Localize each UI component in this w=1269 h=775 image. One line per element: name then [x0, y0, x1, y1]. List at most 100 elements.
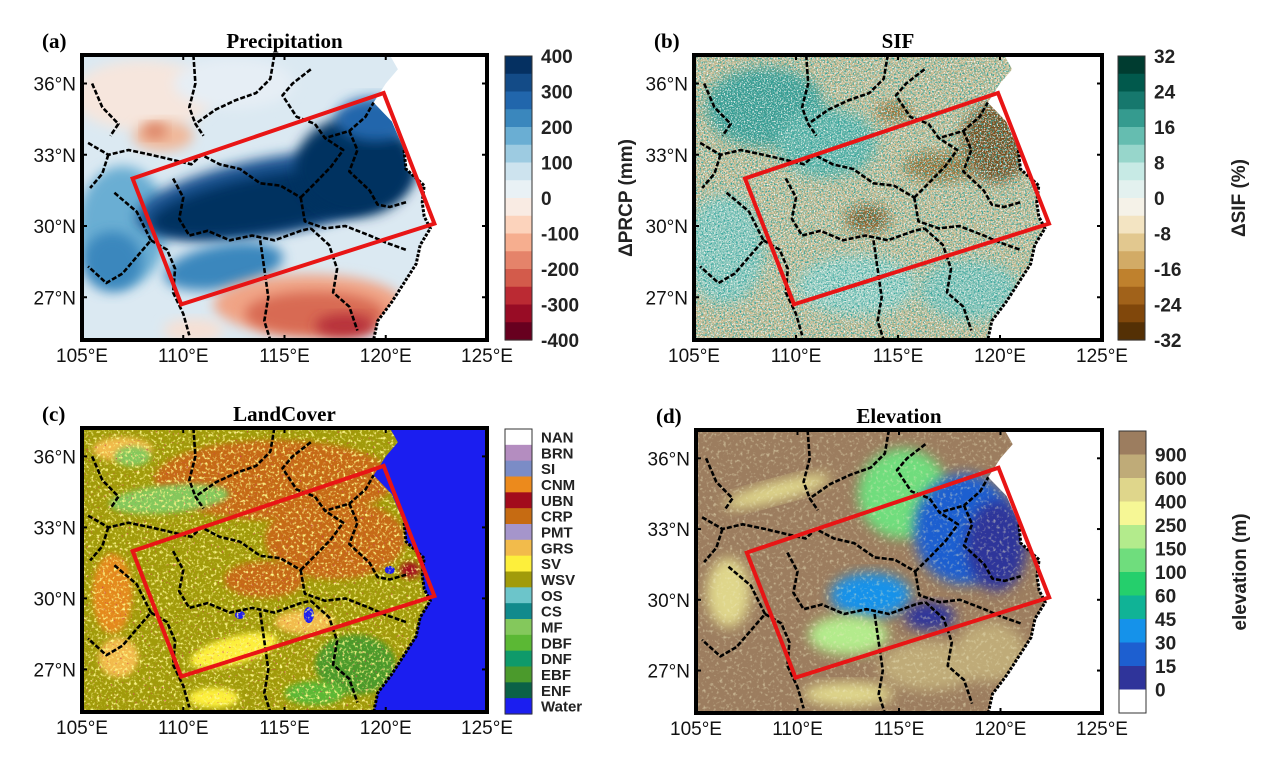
colorbar-segment [1119, 642, 1146, 667]
province-border [89, 154, 110, 189]
colorbar-category-label: SI [541, 461, 555, 478]
prcp-band-east [295, 116, 416, 217]
colorbar-category-label: WSV [541, 572, 575, 589]
panel-title: SIF [882, 29, 915, 53]
province-border [784, 177, 925, 242]
colorbar-segment [505, 460, 532, 478]
colorbar-segment [505, 127, 532, 146]
province-border [171, 177, 312, 242]
x-tick-label: 110°E [771, 346, 822, 367]
x-tick-label: 105°E [668, 346, 720, 367]
y-tick-label: 27°N [34, 660, 76, 681]
y-tick-label: 33°N [34, 518, 76, 539]
colorbar-segment [505, 251, 532, 270]
colorbar: 32 24 16 8 0 -8 -16 -24 -32 ΔSIF (%) [1117, 47, 1250, 352]
province-border [802, 430, 819, 511]
panel-d: (d) Elevation 105°E 110°E 115°E 120°E 125°E 27°… [648, 404, 1251, 740]
panel-b: (b) SIF 105°E 110°E 115°E 120°E 125°E 27°N 30°N 3… [646, 29, 1250, 367]
colorbar-segment [505, 666, 532, 683]
colorbar-tick-label: 300 [541, 83, 573, 104]
colorbar-category-label: ENF [541, 683, 571, 700]
prcp-south-wet [164, 242, 283, 291]
colorbar-tick-label: 900 [1155, 446, 1187, 467]
province-border [924, 601, 974, 705]
x-tick-label: 115°E [873, 346, 924, 367]
colorbar-segment [1118, 56, 1145, 75]
province-border [961, 130, 1021, 209]
colorbar-tick-label: -24 [1154, 296, 1182, 317]
colorbar-category-label: UBN [541, 493, 574, 510]
colorbar-tick-label: 15 [1155, 657, 1177, 678]
province-border [923, 227, 973, 331]
y-tick-label: 27°N [34, 288, 76, 309]
province-border [872, 240, 885, 340]
province-border [309, 599, 359, 703]
colorbar-category-label: PMT [541, 524, 573, 541]
colorbar-category-label: MF [541, 619, 563, 636]
colorbar-segment [505, 215, 532, 235]
province-border [87, 141, 302, 199]
y-tick-label: 30°N [34, 589, 76, 610]
colorbar-segment [505, 571, 532, 588]
colorbar-segment [1119, 619, 1146, 644]
colorbar-segment [1119, 478, 1146, 503]
colorbar-tick-label: -200 [541, 260, 579, 281]
colorbar-tick-label: 400 [541, 47, 573, 68]
province-border [90, 455, 120, 510]
colorbar-label: ΔPRCP (mm) [616, 139, 637, 257]
province-border [87, 191, 153, 285]
province-border [807, 55, 890, 125]
colorbar-segment [505, 634, 532, 652]
province-border [171, 550, 312, 614]
prcp-dry-core [142, 123, 167, 139]
province-border [703, 82, 733, 137]
colorbar-tick-label: 200 [541, 118, 573, 139]
coastline [986, 149, 1047, 340]
region-box [742, 90, 1052, 307]
province-border [701, 565, 767, 658]
province-border [786, 551, 926, 616]
panel-label: (c) [42, 402, 65, 426]
colorbar-category-label: BRN [541, 445, 574, 462]
colorbar-segment [1118, 91, 1145, 110]
colorbar-segment [505, 619, 532, 636]
colorbar-outline [504, 55, 533, 341]
colorbar-segment [1119, 595, 1146, 620]
province-border [299, 197, 407, 252]
colorbar-segment [505, 56, 532, 75]
colorbar-label: ΔSIF (%) [1229, 159, 1250, 237]
x-tick-label: 105°E [56, 346, 108, 367]
colorbar-category-label: EBF [541, 667, 571, 684]
colorbar-segment [505, 524, 532, 541]
colorbar-category-label: CS [541, 604, 562, 621]
province-border [894, 68, 989, 140]
colorbar-category-label: GRS [541, 540, 574, 557]
prcp-sw-neutral [163, 318, 224, 340]
colorbar-tick-label: -32 [1154, 331, 1181, 352]
y-tick-label: 27°N [646, 288, 688, 309]
colorbar-tick-label: 0 [1155, 681, 1166, 702]
province-border [962, 504, 1022, 583]
province-border [188, 428, 205, 510]
colorbar-tick-label: 60 [1155, 587, 1176, 608]
province-border [258, 240, 272, 340]
panel-c: (c) LandCover 105°E 110°E 115°E 120°E 125°E 27°… [34, 402, 583, 739]
prcp-south-dry-peak [315, 313, 376, 338]
colorbar-segment [1118, 233, 1145, 252]
colorbar-tick-label: 30 [1155, 634, 1176, 655]
panel-title: Elevation [856, 404, 941, 428]
colorbar-segment [1119, 431, 1146, 456]
x-tick-label: 110°E [158, 718, 209, 739]
colorbar-tick-label: 600 [1155, 469, 1187, 490]
colorbar-tick-label: -8 [1154, 225, 1171, 246]
colorbar-tick-label: 150 [1155, 540, 1187, 561]
colorbar-segment [505, 539, 532, 557]
colorbar-segment [1119, 666, 1146, 691]
map-area [82, 55, 487, 340]
colorbar-segment [1118, 180, 1145, 199]
y-tick-label: 27°N [648, 662, 690, 683]
colorbar-segment [505, 269, 532, 288]
region-box [129, 90, 438, 307]
colorbar-outline [1118, 430, 1147, 714]
